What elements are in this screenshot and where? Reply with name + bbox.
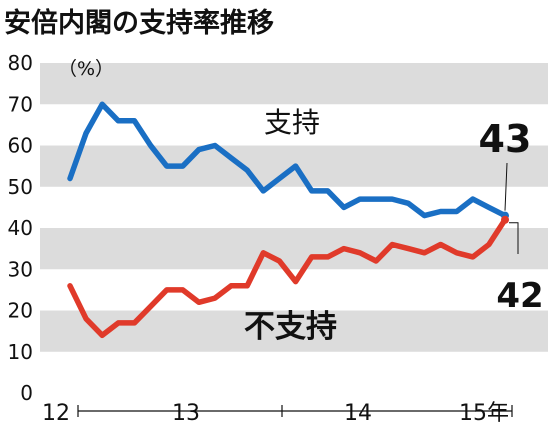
- support-leader-line: [504, 162, 508, 211]
- grid-bands: [40, 63, 548, 352]
- chart-title: 安倍内閣の支持率推移: [4, 7, 274, 39]
- y-tick-label: 40: [8, 216, 33, 240]
- grid-band: [40, 228, 548, 270]
- support-line: [67, 101, 508, 219]
- y-tick-label: 50: [8, 175, 33, 199]
- y-axis-unit: （%）: [58, 58, 114, 80]
- x-axis-label: 12: [42, 401, 70, 426]
- oppose-line: [67, 217, 508, 339]
- series-label-support: 支持: [264, 106, 320, 139]
- series-lines: [67, 101, 509, 339]
- series-label-oppose: 不支持: [244, 309, 337, 345]
- x-axis-label: 13: [172, 401, 200, 426]
- oppose-endpoint: [501, 215, 509, 224]
- y-tick-label: 80: [8, 51, 33, 75]
- y-axis-ticks: 0 10 20 30 40 50 60 70 80: [8, 51, 33, 405]
- grid-band: [40, 310, 548, 352]
- x-axis-label: 15年: [459, 401, 509, 426]
- oppose-leader-line: [509, 222, 519, 254]
- end-labels: 43 42: [479, 117, 544, 316]
- oppose-end-label: 42: [496, 276, 543, 316]
- y-tick-label: 20: [8, 299, 33, 323]
- x-axis-label: 14: [344, 401, 372, 426]
- y-tick-label: 0: [20, 381, 33, 405]
- support-end-label: 43: [479, 117, 532, 161]
- grid-band: [40, 63, 548, 105]
- y-tick-label: 30: [8, 257, 33, 281]
- x-axis: 12 13 14 15年: [42, 401, 513, 426]
- y-tick-label: 10: [8, 340, 33, 364]
- y-tick-label: 60: [8, 134, 33, 158]
- y-tick-label: 70: [8, 92, 33, 116]
